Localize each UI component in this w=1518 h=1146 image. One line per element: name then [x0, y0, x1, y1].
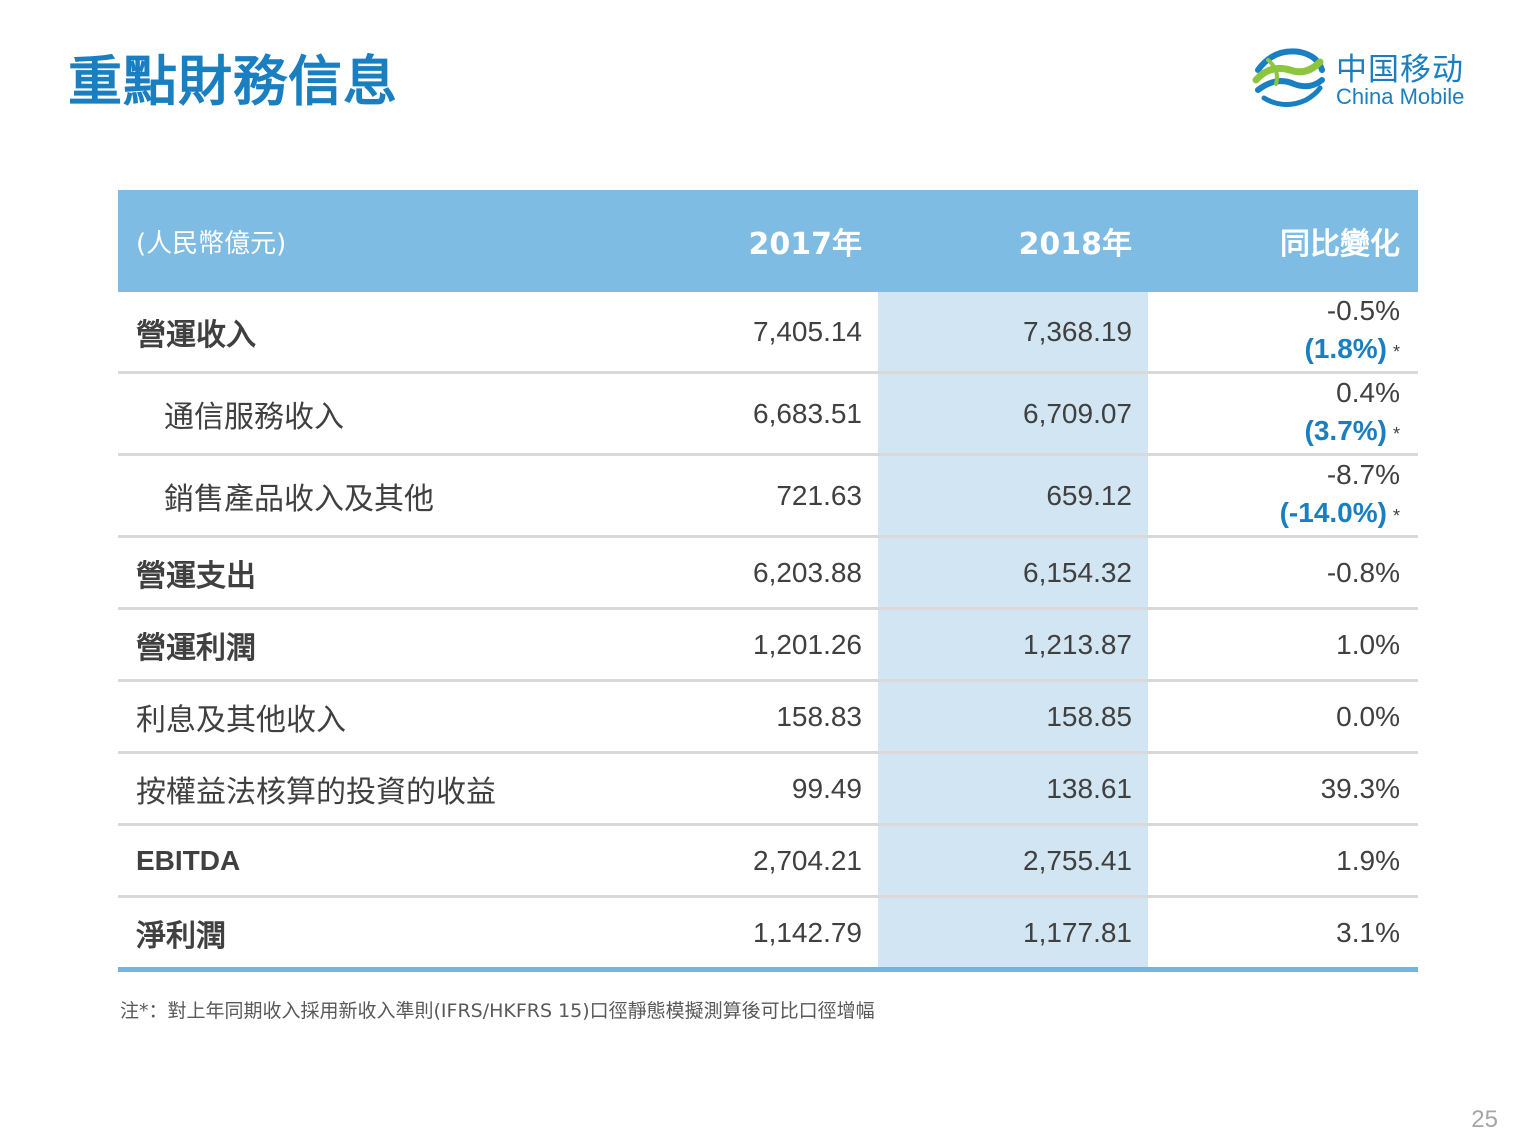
- table-row: EBITDA 2,704.21 2,755.41 1.9%: [118, 826, 1418, 898]
- footnote: 注*：對上年同期收入採用新收入準則(IFRS/HKFRS 15)口徑靜態模擬測算…: [120, 1000, 875, 1022]
- page-number: 25: [1471, 1106, 1498, 1133]
- yoy-adjusted-value: (-14.0%): [1279, 497, 1387, 528]
- value-2018: 158.85: [878, 682, 1148, 751]
- header-2017: 2017年: [748, 227, 863, 262]
- yoy-adjusted: (3.7%) *: [1305, 412, 1400, 453]
- unit-label: (人民幣億元): [136, 228, 287, 259]
- table-row: 營運支出 6,203.88 6,154.32 -0.8%: [118, 538, 1418, 610]
- header-yoy: 同比變化: [1280, 227, 1400, 262]
- footnote-star: *: [1392, 342, 1400, 362]
- value-2018: 6,154.32: [878, 538, 1148, 607]
- yoy-change: -8.7% (-14.0%) *: [1148, 456, 1418, 535]
- yoy-adjusted-value: (1.8%): [1304, 333, 1387, 364]
- footnote-star: *: [1392, 506, 1400, 526]
- page-title: 重點財務信息: [68, 50, 398, 113]
- row-label: 營運支出: [136, 558, 256, 594]
- value-2017: 2,704.21: [753, 844, 862, 876]
- yoy-value: -0.8%: [1326, 556, 1400, 588]
- yoy-adjusted: (1.8%) *: [1305, 330, 1400, 371]
- yoy-change: -0.5% (1.8%) *: [1148, 292, 1418, 371]
- value-2018: 659.12: [878, 456, 1148, 535]
- logo-chinese-text: 中国移动: [1336, 52, 1464, 88]
- yoy-value: 0.0%: [1336, 700, 1400, 732]
- value-2017: 158.83: [776, 700, 862, 732]
- yoy-value: -8.7%: [1326, 459, 1400, 490]
- yoy-value: -0.5%: [1326, 295, 1400, 326]
- value-2018: 1,177.81: [878, 898, 1148, 967]
- yoy-value: 39.3%: [1320, 772, 1400, 804]
- value-2018: 1,213.87: [878, 610, 1148, 679]
- value-2018: 7,368.19: [878, 292, 1148, 371]
- value-2017: 6,683.51: [753, 397, 862, 429]
- footnote-star: *: [1392, 424, 1400, 444]
- table-row: 按權益法核算的投資的收益 99.49 138.61 39.3%: [118, 754, 1418, 826]
- table-row: 營運利潤 1,201.26 1,213.87 1.0%: [118, 610, 1418, 682]
- row-label: 通信服務收入: [164, 399, 344, 435]
- yoy-value: 3.1%: [1336, 916, 1400, 948]
- row-label: 淨利潤: [136, 918, 226, 954]
- value-2017: 1,142.79: [753, 916, 862, 948]
- header-2018: 2018年: [1018, 227, 1133, 262]
- china-mobile-swirl-icon: [1252, 48, 1325, 107]
- row-label: 利息及其他收入: [136, 702, 346, 738]
- financial-table: (人民幣億元) 2017年 2018年 同比變化 營運收入 7,405.14 7…: [118, 190, 1418, 972]
- table-row: 利息及其他收入 158.83 158.85 0.0%: [118, 682, 1418, 754]
- row-label: 銷售產品收入及其他: [164, 481, 434, 517]
- value-2017: 99.49: [791, 772, 862, 804]
- value-2017: 721.63: [776, 479, 862, 511]
- yoy-change: 0.4% (3.7%) *: [1148, 374, 1418, 453]
- table-row: 通信服務收入 6,683.51 6,709.07 0.4% (3.7%) *: [118, 374, 1418, 456]
- value-2017: 1,201.26: [753, 628, 862, 660]
- value-2018: 2,755.41: [878, 826, 1148, 895]
- yoy-value: 0.4%: [1336, 377, 1400, 408]
- table-row: 銷售產品收入及其他 721.63 659.12 -8.7% (-14.0%) *: [118, 456, 1418, 538]
- table-row: 營運收入 7,405.14 7,368.19 -0.5% (1.8%) *: [118, 292, 1418, 374]
- logo-english-text: China Mobile: [1336, 84, 1465, 109]
- value-2018: 138.61: [878, 754, 1148, 823]
- yoy-adjusted-value: (3.7%): [1304, 415, 1387, 446]
- value-2018: 6,709.07: [878, 374, 1148, 453]
- yoy-adjusted: (-14.0%) *: [1280, 494, 1400, 535]
- table-row: 淨利潤 1,142.79 1,177.81 3.1%: [118, 898, 1418, 972]
- value-2017: 7,405.14: [753, 315, 862, 347]
- yoy-value: 1.9%: [1336, 844, 1400, 876]
- value-2017: 6,203.88: [753, 556, 862, 588]
- row-label: 營運利潤: [136, 630, 256, 666]
- yoy-value: 1.0%: [1336, 628, 1400, 660]
- row-label: EBITDA: [136, 844, 241, 876]
- row-label: 營運收入: [136, 317, 256, 353]
- table-header: (人民幣億元) 2017年 2018年 同比變化: [118, 190, 1418, 292]
- row-label: 按權益法核算的投資的收益: [136, 774, 496, 810]
- china-mobile-logo: 中国移动 China Mobile: [1250, 40, 1490, 120]
